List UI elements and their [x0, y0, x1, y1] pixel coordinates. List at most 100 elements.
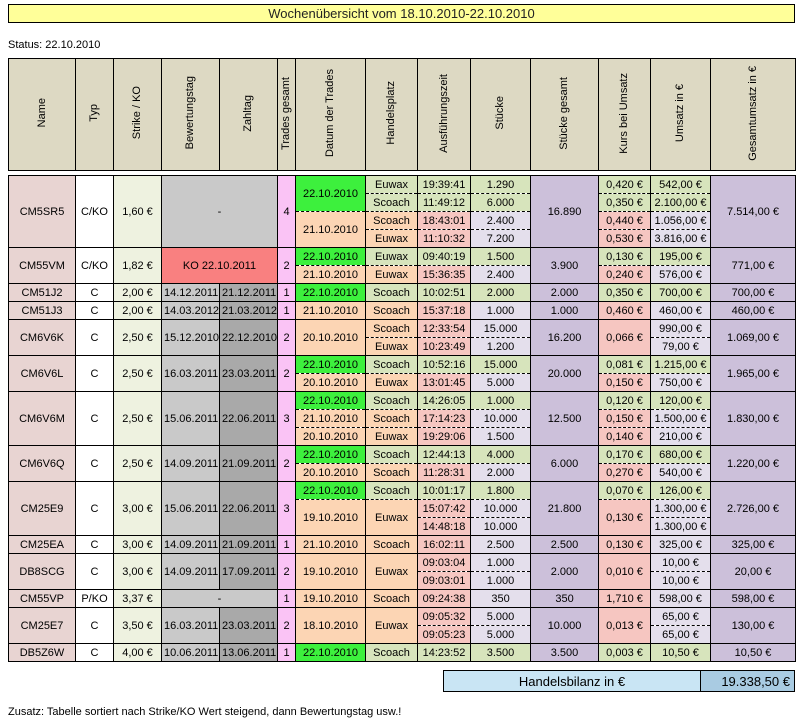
cell-handelsplatz: Scoach: [365, 409, 419, 428]
column-header-6: Datum der Trades: [295, 58, 366, 171]
cell-umsatz: 126,00 €: [650, 481, 712, 500]
cell-ausfuehrungszeit: 09:24:38: [417, 589, 472, 608]
cell-bewertungstag-zahltag: KO 22.10.2011: [160, 247, 279, 284]
cell-ausfuehrungszeit: 16:02:11: [417, 535, 472, 554]
table-row: CM55VP P/KO 3,37 € -1 19.10.2010 Scoach 09:24:…: [8, 589, 797, 608]
cell-typ: C: [75, 643, 114, 662]
cell-trades-gesamt: 1: [277, 283, 297, 302]
cell-gesamtumsatz: 771,00 €: [710, 247, 797, 284]
table-row: CM55VM C/KO 1,82 € KO 22.10.2011 2 22.10.2010…: [8, 247, 797, 284]
cell-kurs-bei-umsatz: 0,150 €: [598, 373, 652, 392]
cell-datum: 21.10.2010: [295, 535, 367, 554]
cell-kurs-bei-umsatz: 0,130 €: [598, 499, 652, 536]
cell-stuecke-gesamt: 3.900: [530, 247, 600, 284]
cell-datum: 22.10.2010: [295, 481, 367, 500]
cell-stuecke: 10.000: [470, 517, 532, 536]
cell-umsatz: 542,00 €: [650, 175, 712, 194]
cell-umsatz: 10,50 €: [650, 643, 712, 662]
cell-name: CM51J2: [8, 283, 76, 302]
cell-strike-ko: 2,50 €: [113, 445, 162, 482]
cell-ausfuehrungszeit: 13:01:45: [417, 373, 472, 392]
cell-trades-gesamt: 1: [277, 535, 297, 554]
cell-handelsplatz: Euwax: [365, 229, 419, 248]
cell-kurs-bei-umsatz: 0,350 €: [598, 283, 652, 302]
table-row: CM6V6Q C 2,50 €14.09.2011 21.09.2011 2 22.10.…: [8, 445, 797, 482]
cell-name: CM5SR5: [8, 175, 76, 248]
cell-datum: 20.10.2010: [295, 463, 367, 482]
column-header-label: Typ: [88, 104, 101, 122]
cell-stuecke-gesamt: 1.000: [530, 301, 600, 320]
cell-name: CM25E7: [8, 607, 76, 644]
cell-stuecke: 6.000: [470, 193, 532, 212]
cell-zahltag: 21.12.2011: [218, 283, 279, 302]
cell-stuecke: 350: [470, 589, 532, 608]
cell-handelsplatz: Scoach: [365, 193, 419, 212]
cell-kurs-bei-umsatz: 0,081 €: [598, 355, 652, 374]
cell-umsatz: 576,00 €: [650, 265, 712, 284]
cell-umsatz: 2.100,00 €: [650, 193, 712, 212]
cell-datum: 22.10.2010: [295, 355, 367, 374]
cell-name: CM25EA: [8, 535, 76, 554]
table-row: 19.10.2010 Euwax 15:07:42 10.000 0,130 €1.30…: [9, 499, 796, 536]
cell-gesamtumsatz: 2.726,00 €: [710, 481, 797, 536]
cell-gesamtumsatz: 130,00 €: [710, 607, 797, 644]
table-row: CM25E9 C 3,00 €15.06.2011 22.06.2011 3 22.10.…: [8, 481, 797, 536]
cell-stuecke: 1.000: [470, 571, 532, 590]
column-header-label: Zahltag: [242, 94, 255, 132]
cell-zahltag: 23.03.2011: [218, 607, 279, 644]
cell-datum: 21.10.2010: [295, 409, 367, 428]
cell-stuecke: 3.500: [470, 643, 532, 662]
cell-trades-gesamt: 2: [277, 319, 297, 356]
cell-ausfuehrungszeit: 15:07:42: [417, 499, 472, 518]
cell-strike-ko: 2,50 €: [113, 391, 162, 446]
cell-name: CM51J3: [8, 301, 76, 320]
cell-gesamtumsatz: 10,50 €: [710, 643, 797, 662]
cell-ausfuehrungszeit: 09:03:01: [417, 571, 472, 590]
cell-kurs-bei-umsatz: 0,130 €: [598, 535, 652, 554]
column-header-7: Handelsplatz: [365, 58, 418, 171]
cell-ausfuehrungszeit: 19:29:06: [417, 427, 472, 446]
cell-gesamtumsatz: 7.514,00 €: [710, 175, 797, 248]
cell-trades-gesamt: 2: [277, 445, 297, 482]
cell-typ: C: [75, 355, 114, 392]
column-header-label: Stücke gesamt: [558, 76, 571, 150]
cell-stuecke: 2.500: [470, 535, 532, 554]
cell-bewertungstag: 14.09.2011: [161, 535, 220, 554]
cell-name: CM6V6M: [8, 391, 76, 446]
table-row: CM25E7 C 3,50 €16.03.2011 23.03.2011 2 18.10.…: [8, 607, 797, 644]
cell-trades-gesamt: 2: [277, 607, 297, 644]
cell-trades-gesamt: 3: [277, 481, 297, 536]
cell-trades-gesamt: 2: [277, 355, 297, 392]
cell-strike-ko: 3,37 €: [113, 589, 162, 608]
cell-typ: C: [75, 391, 114, 446]
cell-ausfuehrungszeit: 09:05:32: [417, 607, 472, 626]
status-text: Status: 22.10.2010: [8, 39, 101, 51]
cell-zahltag: 22.06.2011: [218, 481, 279, 536]
cell-umsatz: 750,00 €: [650, 373, 712, 392]
cell-ausfuehrungszeit: 14:23:52: [417, 643, 472, 662]
cell-gesamtumsatz: 460,00 €: [710, 301, 797, 320]
cell-gesamtumsatz: 1.830,00 €: [710, 391, 797, 446]
cell-stuecke-gesamt: 3.500: [530, 643, 600, 662]
cell-umsatz: 65,00 €: [650, 625, 712, 644]
table-row: Euwax 11:10:32 7.200 0,530 €3.816,00 €: [9, 229, 796, 248]
cell-stuecke-gesamt: 6.000: [530, 445, 600, 482]
handelsbilanz-table: Handelsbilanz in € 19.338,50 €: [443, 670, 795, 692]
column-header-2: Strike / KO: [113, 58, 162, 171]
table-row: 09:03:01 1.000 10,00 €: [9, 571, 796, 590]
cell-ausfuehrungszeit: 14:48:18: [417, 517, 472, 536]
cell-name: CM6V6K: [8, 319, 76, 356]
cell-datum: 20.10.2010: [295, 427, 367, 446]
cell-umsatz: 460,00 €: [650, 301, 712, 320]
cell-ausfuehrungszeit: 10:01:17: [417, 481, 472, 500]
cell-name: CM55VP: [8, 589, 76, 608]
cell-ausfuehrungszeit: 09:05:23: [417, 625, 472, 644]
cell-strike-ko: 1,60 €: [113, 175, 162, 248]
cell-ausfuehrungszeit: 18:43:01: [417, 211, 472, 230]
cell-handelsplatz: Euwax: [365, 265, 419, 284]
cell-ausfuehrungszeit: 11:28:31: [417, 463, 472, 482]
cell-umsatz: 120,00 €: [650, 391, 712, 410]
cell-datum: 21.10.2010: [295, 211, 367, 248]
cell-gesamtumsatz: 1.069,00 €: [710, 319, 797, 356]
cell-gesamtumsatz: 700,00 €: [710, 283, 797, 302]
